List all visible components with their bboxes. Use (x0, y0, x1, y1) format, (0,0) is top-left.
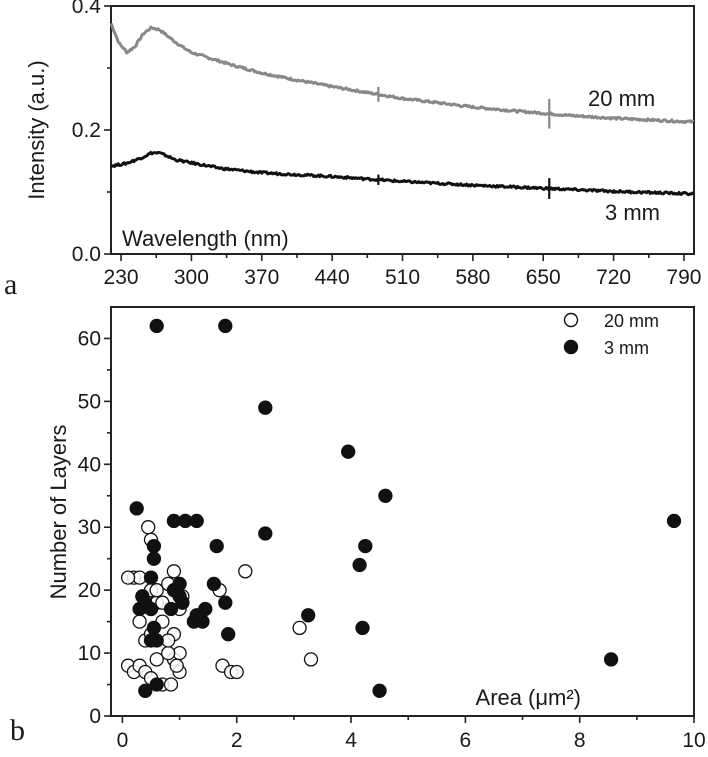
panel-b-y-tick-label: 30 (78, 516, 101, 539)
legend-label-3mm: 3 mm (604, 338, 649, 358)
panel-a-spectrum-chart: 230 300 370 440 510 580 650 720 790 0.0 0.2 0.4 Wa… (4, 0, 701, 301)
panel-b-letter: b (10, 714, 25, 747)
legend-marker-20mm (563, 312, 579, 328)
scatter-point-3mm (175, 595, 190, 610)
panel-a-y-axis-label: Intensity (a.u.) (24, 60, 49, 199)
panel-a-letter: a (4, 268, 17, 301)
panel-a-y-tick-label: 0.2 (72, 119, 101, 142)
scatter-point-20mm (163, 677, 179, 692)
scatter-point-3mm (603, 652, 619, 667)
panel-a-series-line (109, 22, 695, 125)
panel-a-x-axis-label: Wavelength (nm) (122, 226, 289, 251)
scatter-point-20mm (169, 658, 184, 673)
scatter-point-3mm (163, 601, 179, 617)
panel-b-y-tick-label: 20 (78, 579, 101, 602)
panel-b-y-tick-label: 50 (78, 390, 101, 413)
scatter-point-20mm (149, 583, 164, 598)
scatter-point-3mm (149, 318, 164, 334)
panel-a-series (109, 22, 695, 199)
panel-a-x-tick-label: 440 (315, 266, 350, 289)
panel-a-y-ticks: 0.0 0.2 0.4 (72, 0, 111, 266)
scatter-point-20mm (141, 520, 156, 535)
scatter-point-3mm (198, 601, 213, 617)
panel-b-x-axis-label: Area (μm²) (476, 685, 581, 710)
scatter-point-3mm (149, 677, 164, 692)
scatter-point-3mm (372, 683, 387, 698)
panel-b-x-ticks: 0 2 4 6 8 10 (117, 716, 706, 752)
panel-a-x-tick-label: 790 (666, 266, 701, 289)
scatter-point-3mm (146, 620, 162, 636)
panel-a-y-tick-label: 0.4 (72, 0, 102, 18)
panel-b-x-tick-label: 4 (345, 729, 357, 752)
scatter-point-3mm (666, 513, 682, 529)
scatter-point-3mm (378, 488, 393, 503)
scatter-point-3mm (172, 576, 187, 592)
panel-a-series-label-3mm: 3 mm (605, 200, 660, 225)
panel-a-x-tick-label: 510 (385, 266, 420, 289)
scatter-point-3mm (221, 627, 236, 642)
panel-b-y-tick-label: 0 (89, 705, 101, 728)
panel-b-legend: 20 mm 3 mm (563, 311, 659, 358)
panel-b-scatter-chart: 0 2 4 6 8 10 0 10 20 30 40 50 60 20 mm 3 mm Area (μm… (10, 306, 706, 752)
scatter-point-3mm (206, 576, 222, 592)
panel-b-y-axis-label: Number of Layers (46, 425, 71, 600)
scatter-point-3mm (352, 557, 367, 573)
scatter-point-20mm (149, 652, 164, 667)
scatter-point-3mm (341, 444, 356, 459)
scatter-point-3mm (258, 526, 273, 541)
panel-a-y-tick-label: 0.0 (72, 243, 101, 266)
scatter-point-3mm (355, 620, 370, 636)
scatter-point-20mm (303, 652, 319, 667)
panel-b-y-tick-label: 10 (78, 642, 101, 665)
scatter-point-20mm (166, 564, 182, 579)
legend-marker-3mm (563, 339, 579, 355)
scatter-point-20mm (238, 564, 253, 579)
scatter-point-20mm (161, 645, 176, 661)
panel-a-x-tick-label: 580 (455, 266, 490, 289)
scatter-point-3mm (358, 538, 373, 554)
scatter-point-20mm (132, 614, 147, 629)
panel-b-x-tick-label: 8 (574, 729, 586, 752)
panel-a-series-label-20mm: 20 mm (588, 86, 655, 111)
panel-b-x-tick-label: 0 (117, 729, 129, 752)
panel-a-x-tick-label: 370 (244, 266, 279, 289)
panel-b-y-tick-label: 60 (78, 327, 101, 350)
scatter-point-3mm (129, 501, 144, 516)
panel-b-y-tick-label: 40 (78, 453, 101, 476)
panel-b-x-tick-label: 6 (460, 729, 472, 752)
panel-a-x-tick-label: 650 (526, 266, 561, 289)
panel-a-x-tick-label: 300 (174, 266, 209, 289)
scatter-point-3mm (258, 400, 273, 415)
panel-a-x-tick-label: 720 (596, 266, 631, 289)
scatter-point-3mm (189, 513, 204, 529)
legend-label-20mm: 20 mm (604, 311, 659, 331)
scatter-point-3mm (143, 633, 159, 648)
scatter-point-3mm (218, 318, 233, 334)
panel-b-y-ticks: 0 10 20 30 40 50 60 (78, 327, 111, 728)
panel-a-x-tick-label: 230 (104, 266, 139, 289)
scatter-point-20mm (292, 620, 307, 636)
scatter-point-3mm (138, 683, 153, 698)
scatter-point-3mm (186, 614, 202, 629)
panel-b-points (120, 318, 682, 698)
panel-b-x-tick-label: 10 (682, 729, 705, 752)
scatter-point-3mm (209, 538, 224, 554)
scatter-point-3mm (218, 595, 233, 610)
scatter-point-3mm (146, 538, 162, 554)
panel-a-series-line (109, 150, 695, 197)
panel-b-plot-frame (110, 306, 695, 717)
scatter-point-3mm (301, 608, 316, 623)
scatter-point-20mm (229, 664, 244, 680)
panel-b-x-tick-label: 2 (231, 729, 243, 752)
scatter-point-3mm (146, 551, 162, 566)
scatter-point-20mm (120, 570, 136, 585)
scatter-point-3mm (143, 601, 159, 617)
panel-a-x-ticks: 230 300 370 440 510 580 650 720 790 (104, 254, 701, 289)
scatter-point-3mm (143, 570, 159, 585)
